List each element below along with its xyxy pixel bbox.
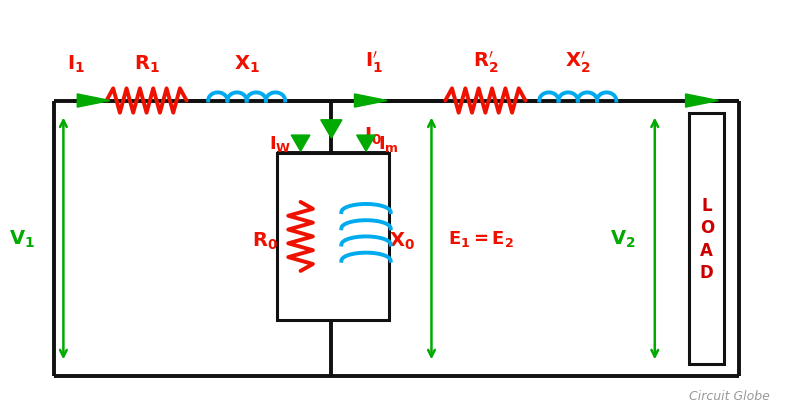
Bar [277,154,389,320]
Text: $\mathbf{R_1}$: $\mathbf{R_1}$ [134,54,160,75]
Text: $\mathbf{I_1}$: $\mathbf{I_1}$ [67,54,85,75]
Text: $\mathbf{V_2}$: $\mathbf{V_2}$ [610,228,636,249]
Polygon shape [292,136,310,152]
Text: Circuit Globe: Circuit Globe [689,389,770,401]
Text: $\mathbf{X_2'}$: $\mathbf{X_2'}$ [565,50,590,75]
Polygon shape [321,121,342,139]
Text: $\mathbf{I_0}$: $\mathbf{I_0}$ [364,125,382,146]
Bar [689,114,724,364]
Text: $\mathbf{X_1}$: $\mathbf{X_1}$ [233,54,259,75]
Text: $\mathbf{I_W}$: $\mathbf{I_W}$ [269,134,292,154]
Polygon shape [685,95,718,108]
Text: $\mathbf{E_1 = E_2}$: $\mathbf{E_1 = E_2}$ [448,229,515,249]
Polygon shape [354,95,387,108]
Text: L
O
A
D: L O A D [700,197,714,281]
Text: $\mathbf{I_1'}$: $\mathbf{I_1'}$ [365,50,383,75]
Polygon shape [357,136,376,152]
Text: $\mathbf{R_0}$: $\mathbf{R_0}$ [252,230,277,252]
Text: $\mathbf{I_m}$: $\mathbf{I_m}$ [377,134,399,154]
Text: $\mathbf{X_0}$: $\mathbf{X_0}$ [389,230,415,252]
Text: $\mathbf{R_2'}$: $\mathbf{R_2'}$ [472,50,498,75]
Text: $\mathbf{V_1}$: $\mathbf{V_1}$ [9,228,35,249]
Polygon shape [77,95,110,108]
